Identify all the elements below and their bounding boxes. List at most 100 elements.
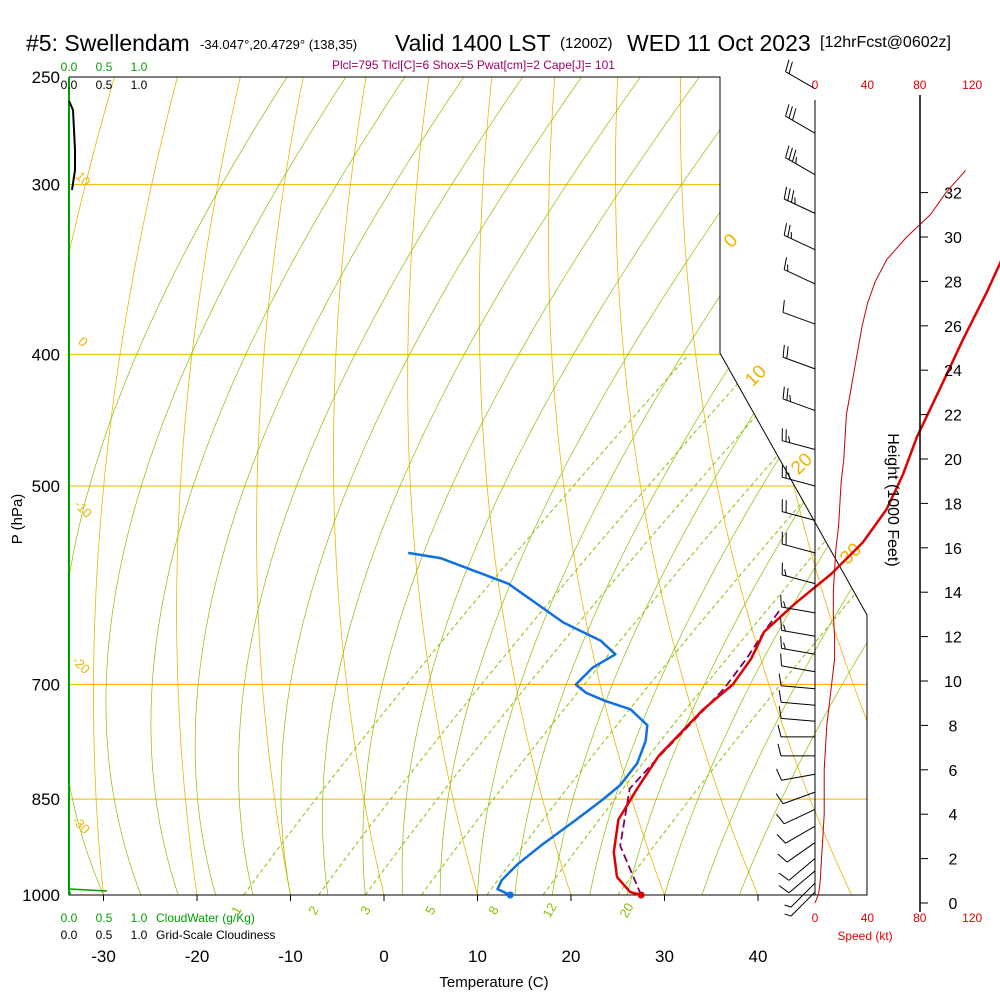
wind-barb: [782, 300, 816, 325]
dry-adiabat: [742, 77, 867, 895]
wind-barb-flag: [780, 635, 783, 649]
wind-barb-staff: [782, 511, 816, 521]
wind-barb-staff: [781, 629, 816, 637]
sounding-parameters: Plcl=795 Tlcl[C]=6 Shox=5 Pwat[cm]=2 Cap…: [332, 58, 615, 72]
height-tick-label: 12: [944, 630, 962, 647]
wind-barb-flag: [792, 149, 797, 162]
wind-barb: [777, 724, 815, 738]
x-tick-label: -10: [278, 947, 303, 966]
moist-adiabat: [280, 77, 599, 895]
speed-axis-label: Speed (kt): [837, 929, 892, 943]
wind-barb-flag: [782, 386, 785, 399]
wind-barb-staff: [781, 685, 816, 690]
cloud-tick-top-green: 0.5: [96, 60, 113, 74]
cloud-tick-bottom-green: 0.0: [61, 911, 78, 925]
wind-barb: [775, 791, 816, 805]
x-tick-label: 0: [379, 947, 388, 966]
dry-adiabat-label: 10: [741, 361, 771, 391]
wind-barb-staff: [788, 858, 816, 881]
temperature-trace: [612, 260, 1000, 897]
cloud-tick-bottom-green: 0.5: [96, 911, 113, 925]
wind-barb-staff: [781, 773, 816, 781]
height-tick-label: 16: [944, 541, 962, 558]
wind-barb-staff: [783, 269, 816, 285]
wind-barb-flag: [784, 904, 792, 908]
moist-adiabat: [738, 77, 867, 895]
y-tick-label: 500: [32, 477, 60, 496]
moist-adiabat: [150, 77, 422, 895]
moist-adiabat: [401, 77, 777, 895]
height-tick-label: 30: [944, 230, 962, 247]
wind-barb-flag: [777, 724, 782, 738]
moist-adiabat: [238, 77, 540, 895]
y-tick-label: 700: [32, 676, 60, 695]
speed-tick-bottom: 40: [861, 911, 875, 925]
wind-barb-flag: [792, 108, 797, 121]
cloud-tick-top-black: 0.0: [61, 78, 78, 92]
height-tick-label: 0: [949, 896, 958, 913]
wind-barb: [785, 59, 816, 90]
mixing-ratio-label: 8: [485, 903, 502, 917]
dry-adiabat: [256, 77, 309, 895]
wind-barb: [785, 145, 816, 176]
x-tick-label: -30: [91, 947, 116, 966]
moist-adiabat: [551, 77, 867, 895]
moist-adiabat: [664, 77, 867, 895]
mixing-ratio-line: [243, 353, 690, 895]
wind-barb-flag: [785, 145, 790, 158]
cloud-tick-top-black: 1.0: [131, 78, 148, 92]
wind-barb-staff: [782, 476, 816, 487]
cloudiness-label: Grid-Scale Cloudiness: [156, 928, 275, 942]
height-tick-label: 10: [944, 674, 962, 691]
x-tick-label: 30: [655, 947, 674, 966]
valid-date: WED 11 Oct 2023: [627, 30, 811, 56]
wind-barb: [783, 186, 816, 214]
wind-barb-staff: [781, 647, 816, 655]
moist-adiabat: [477, 77, 867, 895]
wind-barb-flag: [783, 642, 786, 650]
wind-barb-flag: [784, 913, 792, 917]
height-tick-label: 32: [944, 186, 962, 203]
speed-tick-top: 40: [861, 78, 875, 92]
wind-barb-staff: [783, 808, 816, 825]
wind-speed-trace: [814, 170, 966, 904]
wind-barb-flag: [786, 387, 789, 401]
wind-barb: [784, 882, 816, 908]
wind-barb-flag: [786, 346, 789, 359]
wind-barb: [780, 653, 816, 673]
moist-adiabat: [589, 77, 867, 895]
x-tick-label: 20: [562, 947, 581, 966]
dry-adiabat-label: 0: [720, 230, 742, 252]
wind-barb: [776, 825, 816, 844]
height-tick-label: 6: [949, 763, 958, 780]
wind-barb-staff: [785, 115, 816, 134]
wind-barb-staff: [781, 606, 816, 614]
moist-adiabat: [362, 77, 718, 895]
cloud-tick-top-black: 0.5: [96, 78, 113, 92]
moist-adiabat: [105, 77, 363, 895]
wind-barb-flag: [782, 344, 785, 358]
dry-adiabat-label: 20: [787, 449, 817, 479]
speed-tick-top: 120: [962, 78, 982, 92]
cloudiness-trace: [68, 100, 76, 191]
dry-adiabat-label: -30: [69, 813, 93, 837]
mixing-ratio-line: [617, 353, 867, 895]
wind-barb: [781, 428, 816, 450]
wind-barb-staff: [782, 440, 816, 450]
wind-barb: [776, 808, 816, 825]
mixing-ratio-line: [486, 353, 867, 895]
moist-adiabat: [701, 77, 867, 895]
dewpoint-trace: [408, 551, 649, 897]
wind-barb: [784, 891, 816, 917]
wind-barb-staff: [785, 157, 816, 176]
height-tick-label: 20: [944, 452, 962, 469]
mixing-ratio-line: [318, 353, 765, 895]
cloud-tick-bottom-green: 1.0: [131, 911, 148, 925]
wind-barb: [778, 858, 816, 881]
wind-barb: [778, 706, 816, 722]
dry-adiabat-label: -20: [69, 653, 93, 677]
x-tick-label: 40: [749, 947, 768, 966]
station-coordinates: -34.047°,20.4729° (138,35): [200, 37, 358, 52]
y-tick-label: 300: [32, 176, 60, 195]
